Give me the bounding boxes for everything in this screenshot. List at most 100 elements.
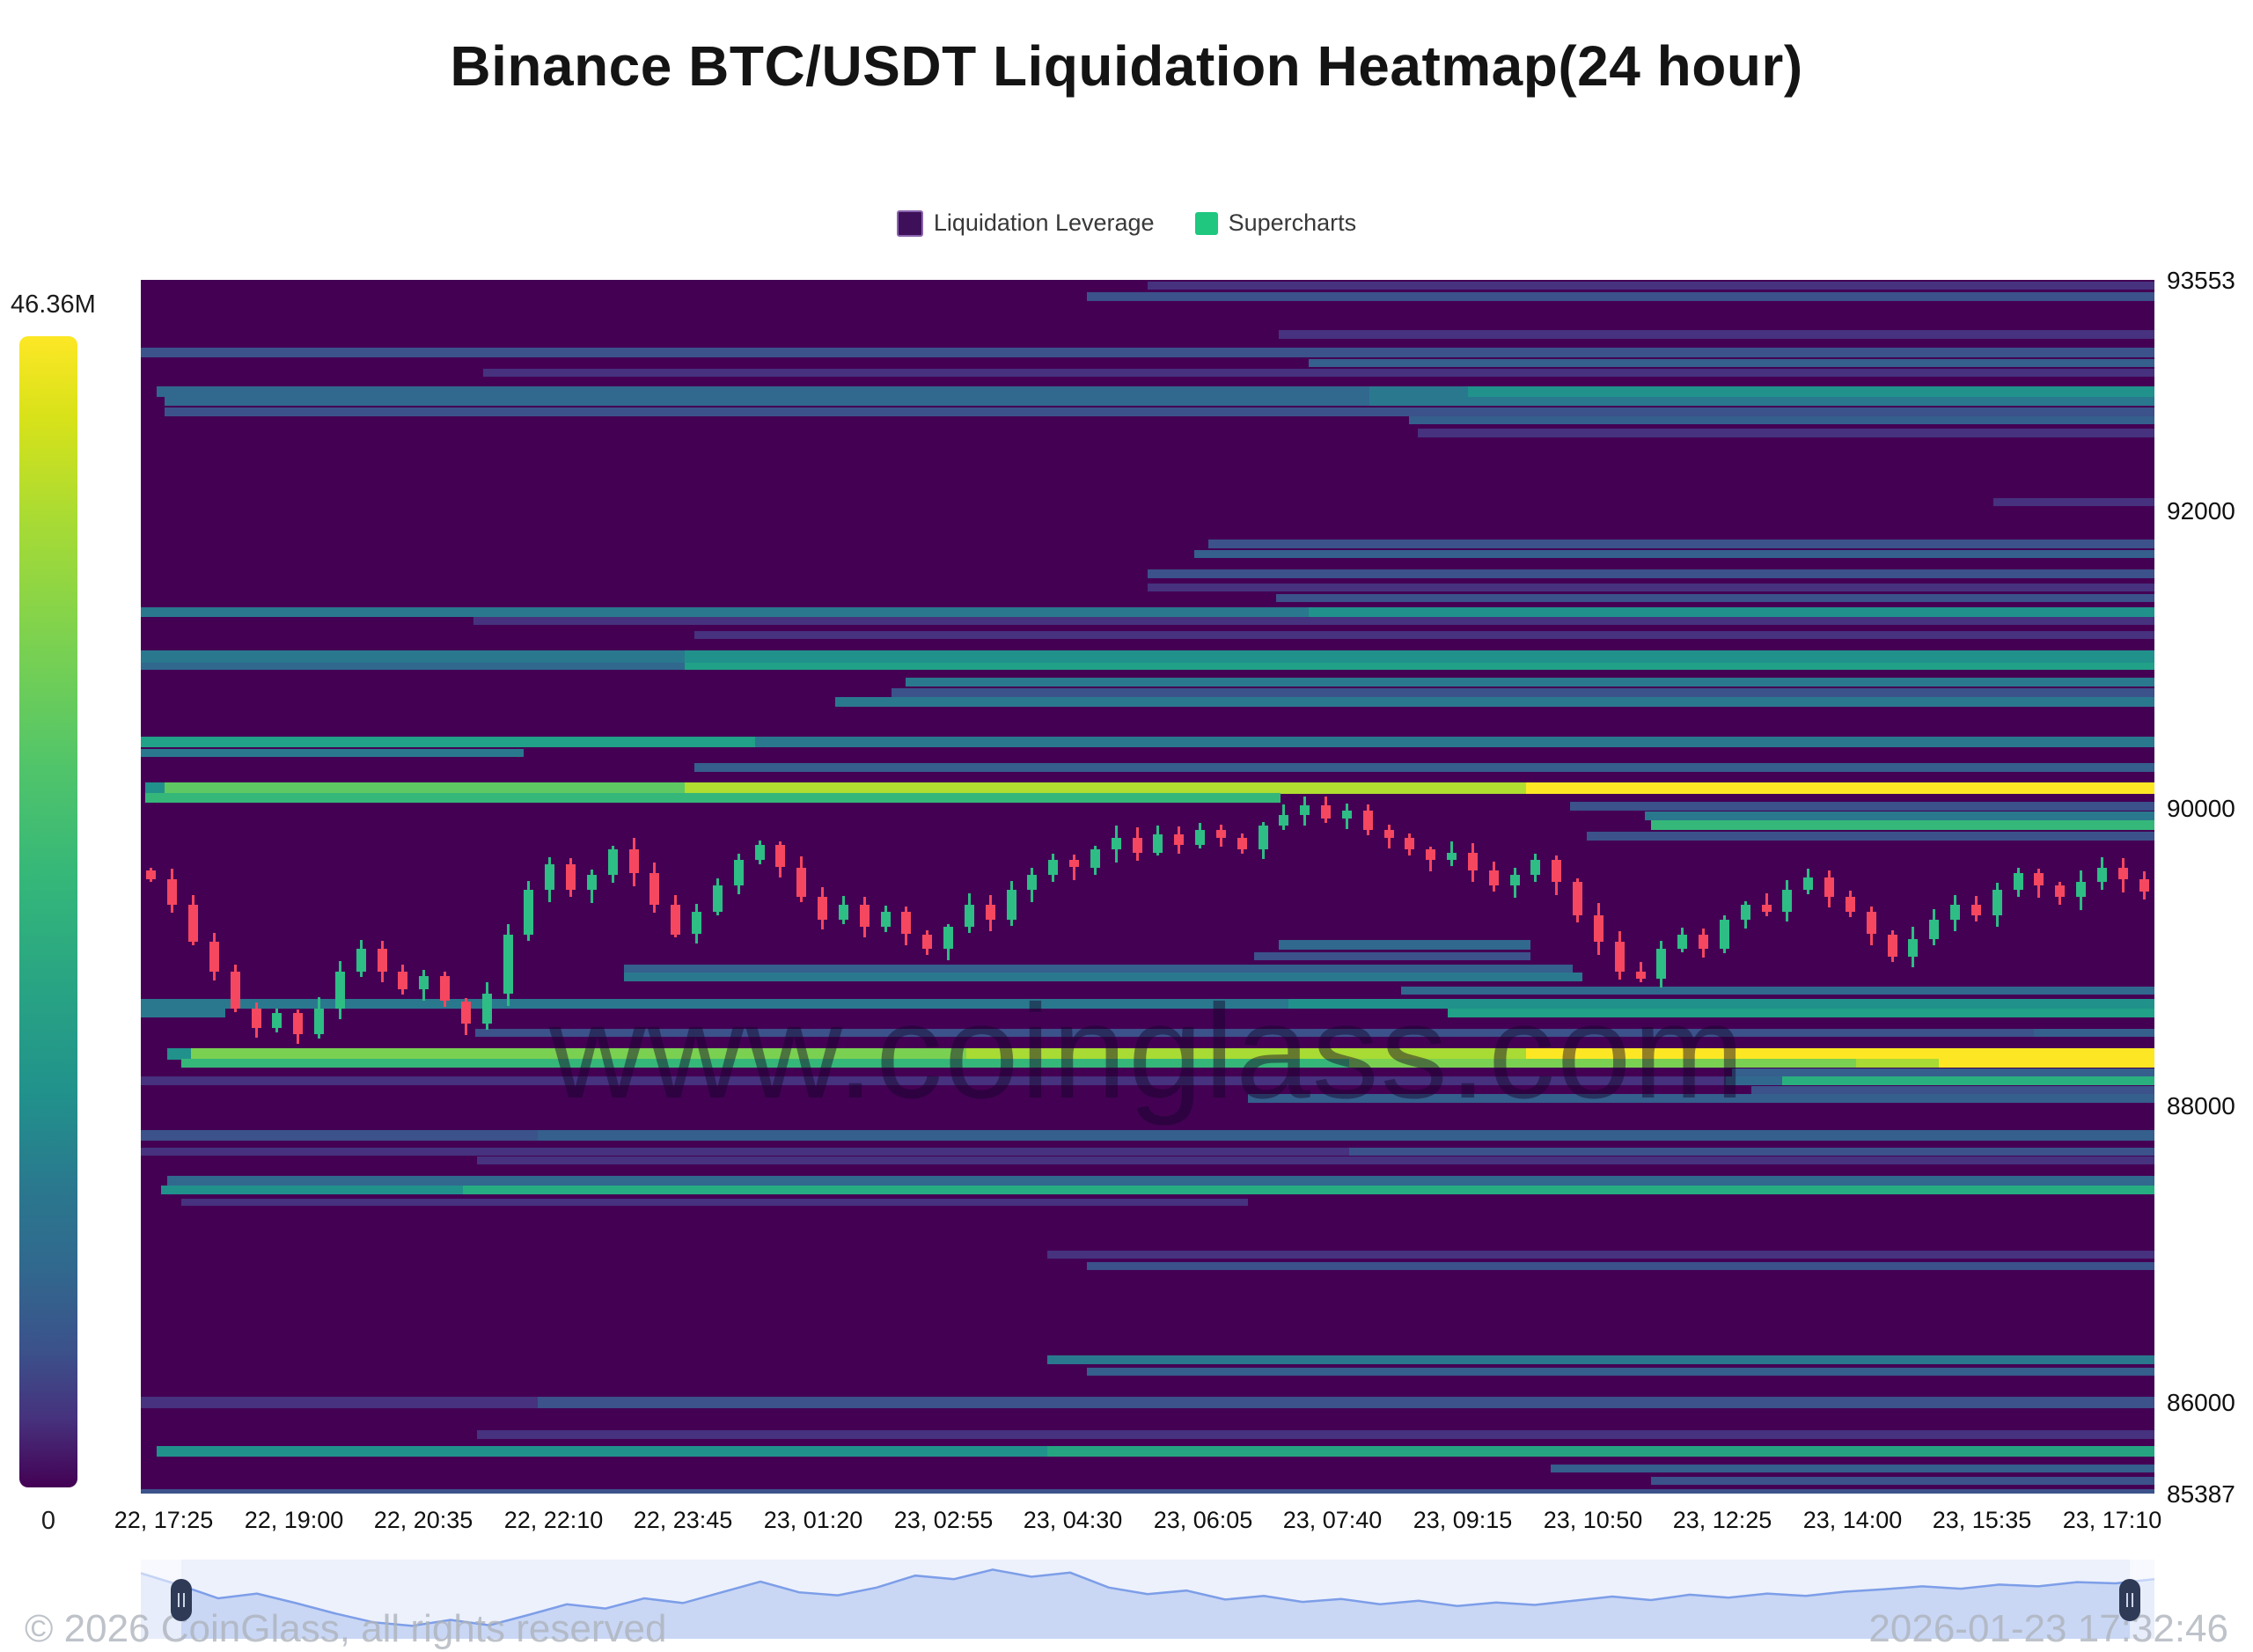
liquidation-band: [1467, 386, 2154, 397]
candle-body: [1215, 830, 1226, 838]
liquidation-band: [191, 1047, 967, 1060]
candle-body: [1426, 849, 1436, 861]
candle-body: [1383, 830, 1394, 838]
liquidation-band: [165, 397, 1369, 406]
candle-body: [566, 864, 576, 890]
liquidation-band: [166, 1047, 192, 1060]
liquidation-band: [1401, 986, 2154, 995]
price-tick-label: 88000: [2167, 1092, 2235, 1120]
candle-body: [2096, 867, 2107, 883]
liquidation-band: [1348, 1147, 2154, 1156]
liquidation-band: [1939, 1059, 2154, 1068]
liquidation-band: [463, 1186, 2154, 1194]
candle-body: [1405, 837, 1415, 850]
candle-body: [503, 934, 513, 994]
candle-body: [356, 949, 366, 972]
liquidation-band: [1348, 1059, 1857, 1068]
liquidation-band: [482, 368, 2154, 377]
liquidation-band: [537, 1130, 2154, 1141]
liquidation-band: [694, 631, 2154, 640]
handle-grip-icon: [183, 1593, 185, 1607]
liquidation-band: [141, 1009, 226, 1017]
time-tick-label: 23, 02:55: [893, 1507, 994, 1533]
liquidation-band: [1046, 1446, 2154, 1457]
candle-body: [188, 904, 199, 942]
liquidation-band: [165, 782, 685, 794]
candle-body: [230, 971, 240, 1009]
candle-body: [1341, 811, 1352, 819]
candle-body: [481, 994, 492, 1024]
liquidation-band: [684, 662, 2154, 670]
candle-body: [2055, 885, 2066, 898]
candle-body: [1593, 914, 1604, 942]
time-tick-label: 23, 07:40: [1282, 1507, 1383, 1533]
legend-item-liquidation-leverage[interactable]: Liquidation Leverage: [896, 209, 1155, 237]
candle-body: [1069, 860, 1080, 868]
navigator-scrollbar[interactable]: [141, 1560, 2154, 1639]
candle-body: [1153, 834, 1163, 853]
candle-body: [1467, 852, 1478, 870]
liquidation-band: [141, 348, 2154, 358]
candle-body: [1132, 837, 1142, 853]
candle-body: [1614, 942, 1625, 972]
candle-body: [1552, 860, 1562, 883]
liquidation-band: [1309, 358, 2154, 367]
candle-body: [1761, 904, 1772, 913]
liquidation-band: [1148, 584, 2154, 592]
price-tick-label: 86000: [2167, 1389, 2235, 1416]
candle-body: [943, 927, 954, 950]
liquidation-band: [1526, 782, 2154, 794]
liquidation-band: [694, 762, 2154, 772]
liquidation-band: [141, 1076, 1726, 1085]
time-tick-label: 22, 20:35: [373, 1507, 473, 1533]
time-tick-label: 23, 06:05: [1153, 1507, 1253, 1533]
liquidation-band: [1447, 1009, 2154, 1017]
snapshot-timestamp: 2026-01-23 17:32:46: [1868, 1607, 2228, 1650]
candle-body: [1929, 919, 1940, 939]
liquidation-band: [141, 650, 685, 663]
candle-body: [1509, 875, 1520, 885]
candle-body: [586, 875, 597, 890]
candle-body: [1447, 852, 1457, 861]
candle-body: [649, 873, 660, 905]
candle-body: [334, 971, 345, 1009]
time-tick-label: 22, 22:10: [503, 1507, 604, 1533]
time-tick-label: 23, 04:30: [1023, 1507, 1123, 1533]
liquidation-band: [684, 650, 2154, 663]
liquidation-band: [474, 1028, 2034, 1037]
liquidation-band: [835, 697, 2154, 708]
candle-body: [922, 934, 933, 950]
liquidation-band: [1651, 820, 2154, 831]
liquidation-band: [1651, 1476, 2154, 1485]
heatmap-plot-area[interactable]: www.coinglass.com: [141, 280, 2154, 1494]
liquidation-band: [1992, 497, 2154, 506]
colorbar-max-label: 46.36M: [11, 290, 96, 319]
navigator-left-handle[interactable]: [171, 1579, 192, 1621]
candle-body: [1845, 897, 1855, 913]
candle-body: [1866, 912, 1876, 935]
candle-body: [1258, 826, 1268, 850]
liquidation-band: [1586, 831, 2154, 841]
candle-body: [1195, 830, 1206, 846]
liquidation-band: [1148, 569, 2154, 578]
candle-body: [1635, 971, 1646, 980]
time-tick-label: 23, 10:50: [1543, 1507, 1643, 1533]
liquidation-band: [473, 617, 2154, 626]
liquidation-band: [141, 748, 524, 757]
legend-item-supercharts[interactable]: Supercharts: [1194, 209, 1356, 237]
liquidation-band: [157, 386, 1369, 397]
candle-body: [838, 904, 848, 920]
navigator-right-handle[interactable]: [2119, 1579, 2140, 1621]
liquidation-band: [1570, 802, 2154, 811]
candle-body: [1699, 934, 1709, 950]
candle-body: [1321, 804, 1332, 819]
liquidation-band: [1148, 281, 2154, 290]
candle-body: [2034, 873, 2044, 885]
candle-body: [1908, 938, 1919, 957]
candle-wick: [1073, 855, 1076, 881]
candle-body: [2076, 882, 2087, 898]
candle-body: [1992, 889, 2002, 915]
liquidation-band: [1046, 1355, 2154, 1364]
candle-body: [754, 845, 765, 861]
liquidation-band: [1309, 607, 2154, 618]
